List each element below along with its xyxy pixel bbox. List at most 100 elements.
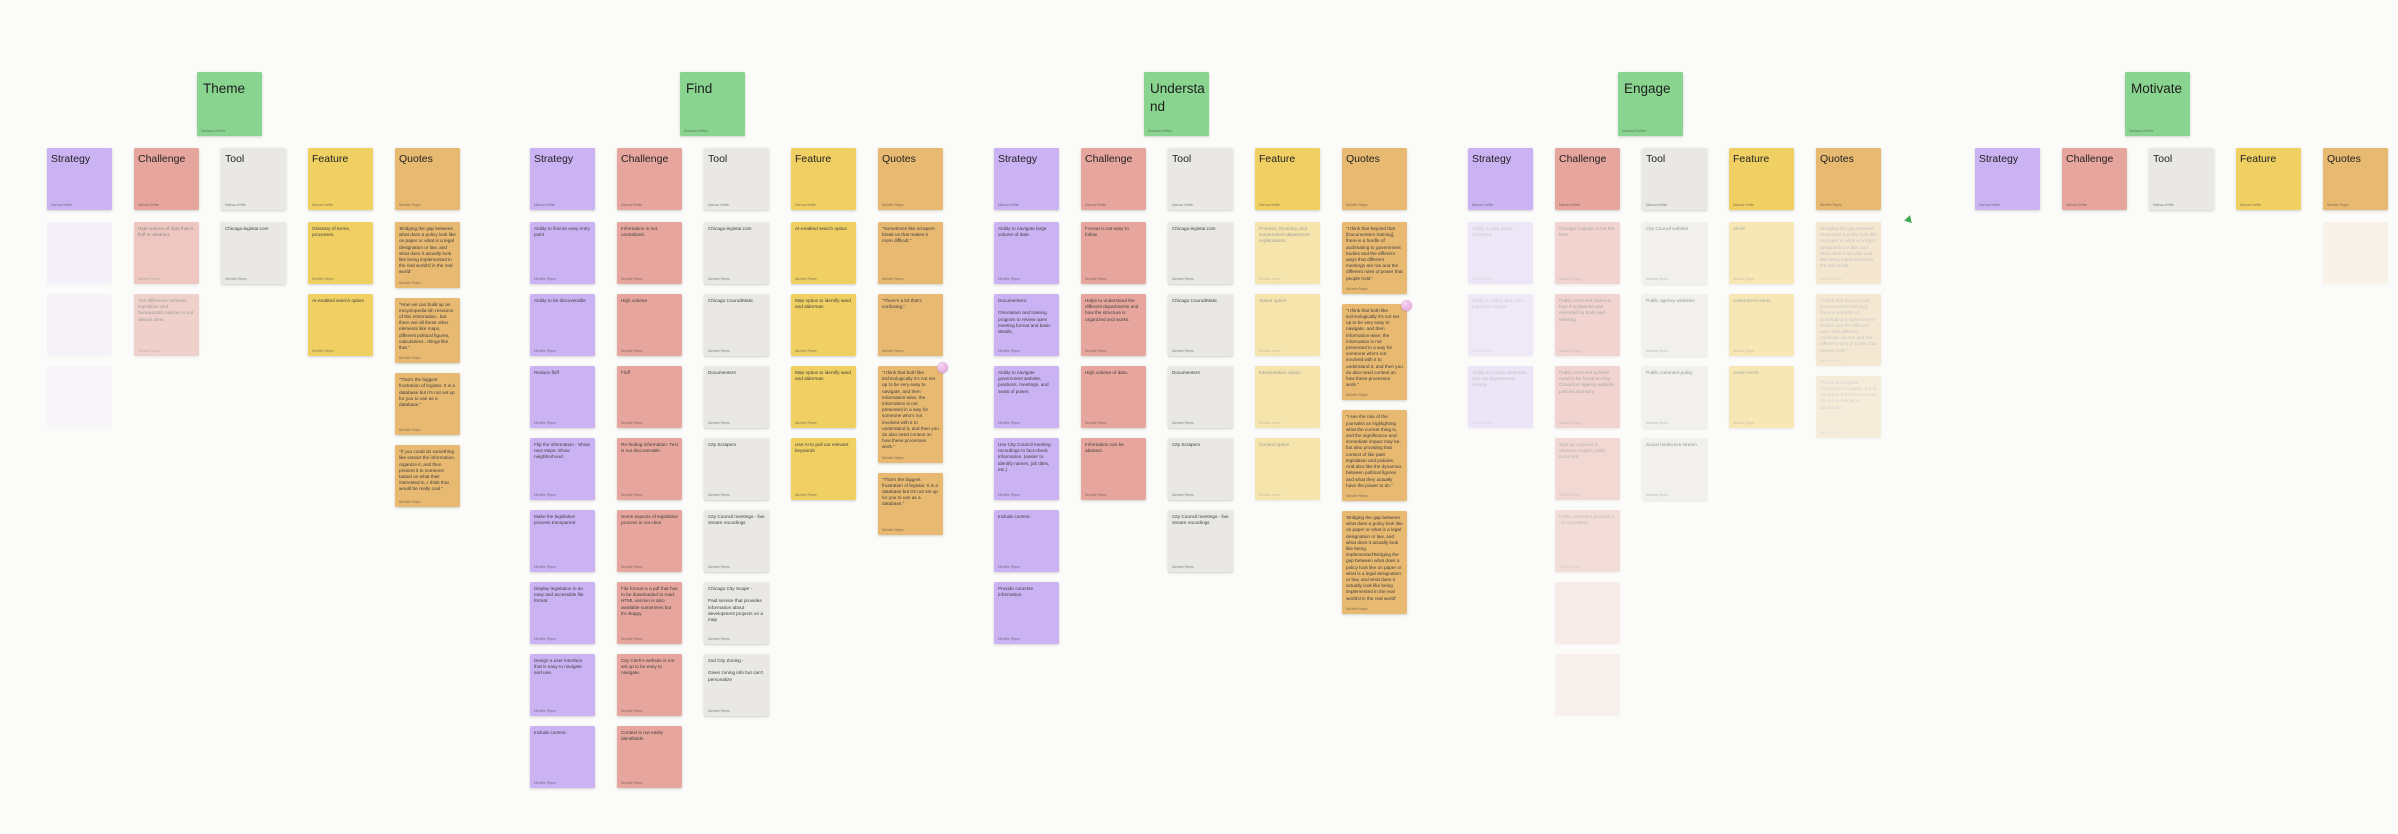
sticky-note[interactable]: Public comment policies need to be found… (1555, 366, 1620, 428)
sticky-note[interactable]: Interpretation option Michelle Reyes (1255, 366, 1320, 428)
sticky-note-section-header-engage[interactable]: Engage Marissa Heffler (1618, 72, 1683, 136)
sticky-note[interactable]: Ability to navigate government website, … (994, 366, 1059, 428)
sticky-note[interactable]: City Council meetings - live stream reco… (704, 510, 769, 572)
sticky-note[interactable]: Status option Michelle Reyes (1255, 294, 1320, 356)
sticky-note[interactable]: Public comment policy Michelle Reyes (1642, 366, 1707, 428)
sticky-note[interactable]: "That's the biggest frustration of legis… (878, 472, 943, 535)
sticky-note[interactable]: Public agency websites Michelle Reyes (1642, 294, 1707, 356)
sticky-note[interactable]: Display legislation in an easy and acces… (530, 582, 595, 644)
sticky-note[interactable]: Include context. Michelle Reyes (994, 510, 1059, 572)
sticky-note[interactable]: Chicago CouncilMatic Michelle Reyes (704, 294, 769, 356)
sticky-note[interactable]: Ability to follow and track legislation … (1468, 294, 1533, 356)
sticky-note[interactable]: Design a user interface that is easy to … (530, 654, 595, 716)
sticky-note[interactable]: High volume of data. Michelle Reyes (1081, 366, 1146, 428)
sticky-note[interactable]: Include context. Michelle Reyes (530, 726, 595, 788)
pink-dot-sticker[interactable] (937, 362, 948, 373)
sticky-note-column-header-feature[interactable]: Feature Marissa Heffler (308, 148, 373, 210)
sticky-note[interactable]: "That's the biggest frustration of legis… (1816, 375, 1881, 438)
sticky-note-column-header-quotes[interactable]: Quotes Michelle Reyes (878, 148, 943, 210)
sticky-note[interactable]: "There's a lot that's confusing." Michell… (878, 294, 943, 356)
sticky-note-column-header-feature[interactable]: Feature Marissa Heffler (791, 148, 856, 210)
sticky-note[interactable]: High volume Michelle Reyes (617, 294, 682, 356)
sticky-note-column-header-strategy[interactable]: Strategy Marissa Heffler (530, 148, 595, 210)
sticky-note[interactable]: "I think that both like technologically … (1342, 299, 1412, 401)
sticky-note[interactable]: Use City Council meeting recordings to f… (994, 438, 1059, 500)
sticky-note[interactable]: 'Bridging the gap between what does a po… (395, 222, 460, 288)
sticky-note[interactable]: Chicago.legistar.com Michelle Reyes (1168, 222, 1233, 284)
sticky-note[interactable] (1555, 654, 1620, 716)
sticky-note[interactable] (47, 366, 112, 428)
sticky-note[interactable]: Context option Michelle Reyes (1255, 438, 1320, 500)
sticky-note[interactable]: Alerts Michelle Reyes (1729, 222, 1794, 284)
sticky-note-column-header-quotes[interactable]: Quotes Michelle Reyes (1342, 148, 1407, 210)
sticky-note-section-header-theme[interactable]: Theme Marissa Heffler (197, 72, 262, 136)
sticky-note[interactable]: Chicago City Scape - Paid service that p… (704, 582, 769, 644)
sticky-note-column-header-challenge[interactable]: Challenge Marissa Heffler (2062, 148, 2127, 210)
sticky-note[interactable]: City Council meetings - live stream reco… (1168, 510, 1233, 572)
sticky-note[interactable]: 'Bridging the gap between what does a po… (1816, 222, 1881, 284)
sticky-note[interactable]: Information can be abstract. Michelle Rey… (1081, 438, 1146, 500)
sticky-note-column-header-tool[interactable]: Tool Marissa Heffler (221, 148, 286, 210)
sticky-note-column-header-strategy[interactable]: Strategy Marissa Heffler (47, 148, 112, 210)
sticky-note[interactable]: Map option to identify ward and alderman… (791, 294, 856, 356)
sticky-note-column-header-feature[interactable]: Feature Marissa Heffler (2236, 148, 2301, 210)
sticky-note[interactable]: AI-enabled search option Michelle Reyes (308, 294, 373, 356)
sticky-note[interactable]: Ability to contact alderman and city dep… (1468, 366, 1533, 428)
sticky-note[interactable]: City Scrapers Michelle Reyes (1168, 438, 1233, 500)
sticky-note[interactable]: Use AI to pull out relevant keywords Mich… (791, 438, 856, 500)
sticky-note-column-header-quotes[interactable]: Quotes Michelle Reyes (2323, 148, 2388, 210)
sticky-note[interactable]: "How we can build up an encyclopedia-ish… (395, 297, 460, 364)
sticky-note[interactable]: Ability to navigate large volume of data… (994, 222, 1059, 284)
sticky-note-column-header-feature[interactable]: Feature Marissa Heffler (1729, 148, 1794, 210)
sticky-note-column-header-quotes[interactable]: Quotes Michelle Reyes (395, 148, 460, 210)
sticky-note[interactable]: City Scrapers Michelle Reyes (704, 438, 769, 500)
sticky-note-section-header-find[interactable]: Find Marissa Heffler (680, 72, 745, 136)
sticky-note[interactable]: Context is not easily identifiable. Miche… (617, 726, 682, 788)
sticky-note[interactable]: Some aspects of legislative process is n… (617, 510, 682, 572)
sticky-note[interactable]: Documenters Michelle Reyes (704, 366, 769, 428)
sticky-note[interactable]: Helps to understand the different depart… (1081, 294, 1146, 356)
sticky-note[interactable]: "I see the role of the journalist as hig… (1342, 410, 1407, 501)
sticky-note-column-header-tool[interactable]: Tool Marissa Heffler (704, 148, 769, 210)
sticky-note[interactable]: Fluff Michelle Reyes (617, 366, 682, 428)
sticky-note[interactable]: Reduce fluff Michelle Reyes (530, 366, 595, 428)
sticky-note[interactable]: "I think that beyond that [Documenters t… (1816, 294, 1881, 366)
sticky-note[interactable]: Ability to give public comment Michelle R… (1468, 222, 1533, 284)
sticky-note-section-header-understand[interactable]: Understand Marissa Heffler (1144, 72, 1209, 136)
sticky-note-column-header-challenge[interactable]: Challenge Marissa Heffler (1081, 148, 1146, 210)
sticky-note-column-header-strategy[interactable]: Strategy Marissa Heffler (994, 148, 1059, 210)
sticky-note[interactable]: The difference between legislation and b… (134, 294, 199, 356)
sticky-note[interactable] (47, 222, 112, 284)
sticky-note[interactable]: "I think that both like technologically … (878, 362, 948, 463)
sticky-note[interactable]: Glossary of terms, processes. Michelle Re… (308, 222, 373, 284)
sticky-note[interactable]: Public comment process is not consistent… (1555, 510, 1620, 572)
sticky-note[interactable]: Chicago CouncilMatic Michelle Reyes (1168, 294, 1233, 356)
sticky-note[interactable]: 'Bridging the gap between what does a po… (1342, 510, 1407, 614)
sticky-note[interactable]: Provide concrete information. Michelle Re… (994, 582, 1059, 644)
sticky-note[interactable]: AI-enabled search option Michelle Reyes (791, 222, 856, 284)
sticky-note[interactable]: "I think that beyond that [Documenters t… (1342, 222, 1407, 294)
sticky-note[interactable]: Action items Michelle Reyes (1729, 366, 1794, 428)
sticky-note[interactable]: 2nd City Zoning - Gives zoning info but … (704, 654, 769, 716)
sticky-note[interactable]: Ability to be discoverable Michelle Reyes (530, 294, 595, 356)
sticky-note[interactable]: Social media live stream Michelle Reyes (1642, 438, 1707, 500)
sticky-note[interactable]: Sign up required in advance to give publ… (1555, 438, 1620, 500)
sticky-note[interactable]: Chicago.legistar.com Michelle Reyes (704, 222, 769, 284)
sticky-note[interactable]: Information is not centralized. Michelle … (617, 222, 682, 284)
sticky-note[interactable] (1555, 582, 1620, 644)
sticky-note[interactable]: Documenters: Orientation and training pr… (994, 294, 1059, 356)
sticky-note[interactable] (47, 294, 112, 356)
sticky-note[interactable]: "That's the biggest frustration of legis… (395, 373, 460, 436)
sticky-note[interactable]: "If you could do something like extract … (395, 445, 460, 508)
sticky-note[interactable]: Ability to find an easy entry point Miche… (530, 222, 595, 284)
sticky-note[interactable]: Make the legislative process transparent… (530, 510, 595, 572)
sticky-note[interactable]: Public comment varies in how it is plann… (1555, 294, 1620, 356)
sticky-note[interactable] (2323, 222, 2388, 284)
sticky-note-section-header-motivate[interactable]: Motivate Marissa Heffler (2125, 72, 2190, 136)
sticky-note-column-header-challenge[interactable]: Challenge Marissa Heffler (134, 148, 199, 210)
sticky-note[interactable]: City Council website Michelle Reyes (1642, 222, 1707, 284)
sticky-note[interactable]: Customized alerts Michelle Reyes (1729, 294, 1794, 356)
sticky-note[interactable]: Map option to identify ward and alderman… (791, 366, 856, 428)
sticky-note[interactable]: Chicago Legistar is not the best Michelle… (1555, 222, 1620, 284)
